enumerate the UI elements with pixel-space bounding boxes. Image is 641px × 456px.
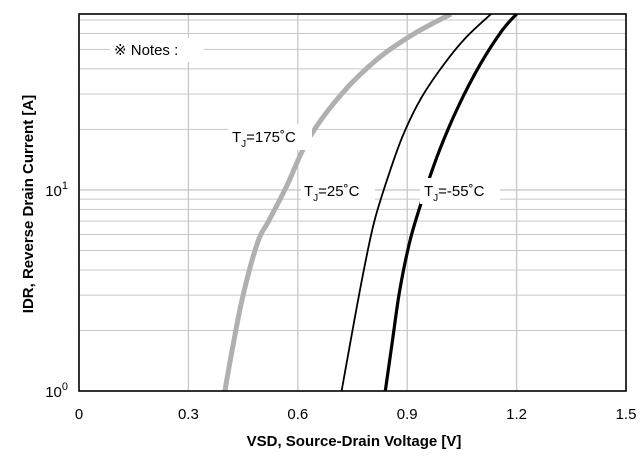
series-label-m55: TJ=-55˚C [424, 183, 485, 204]
y-tick-exponent: 0 [62, 381, 68, 393]
series-label-175: TJ=175˚C [232, 129, 296, 150]
series-label-25-rest: =25˚C [318, 183, 359, 200]
series-label-25-main: T [304, 183, 313, 200]
series-label-m55-rest: =-55˚C [438, 183, 484, 200]
x-tick-label: 0.3 [178, 406, 199, 423]
plot-frame [78, 13, 627, 392]
series-label-175-rest: =175˚C [246, 129, 296, 146]
notes-box [110, 38, 204, 62]
x-tick-label: 1.5 [616, 406, 637, 423]
y-tick-base: 10 [45, 384, 62, 401]
series-layer [222, 14, 518, 391]
x-tick-label: 1.2 [506, 406, 527, 423]
y-tick-label: 100 [45, 381, 68, 401]
x-axis-title: VSD, Source-Drain Voltage [V] [247, 433, 462, 450]
y-tick-exponent: 1 [62, 180, 68, 192]
label-box-m55 [420, 178, 500, 204]
y-axis-title: IDR, Reverse Drain Current [A] [20, 95, 37, 313]
series-label-m55-main: T [424, 183, 433, 200]
series-line-1 [340, 14, 492, 391]
x-tick-label: 0.6 [287, 406, 308, 423]
series-label-25: TJ=25˚C [304, 183, 360, 204]
x-tick-label: 0 [75, 406, 83, 423]
x-tick-label: 0.9 [397, 406, 418, 423]
series-label-175-sub: J [241, 139, 246, 150]
series-label-m55-sub: J [433, 193, 438, 204]
series-label-175-main: T [232, 129, 241, 146]
x-tick-labels: 0 0.3 0.6 0.9 1.2 1.5 [75, 406, 637, 423]
notes-label: ※ Notes : [114, 42, 178, 59]
series-label-25-sub: J [313, 193, 318, 204]
label-box-175 [228, 124, 312, 150]
series-line-0 [222, 14, 453, 391]
y-tick-base: 10 [45, 183, 62, 200]
y-tick-label: 101 [45, 180, 68, 200]
series-line-2 [383, 14, 518, 391]
label-box-25 [301, 178, 375, 204]
